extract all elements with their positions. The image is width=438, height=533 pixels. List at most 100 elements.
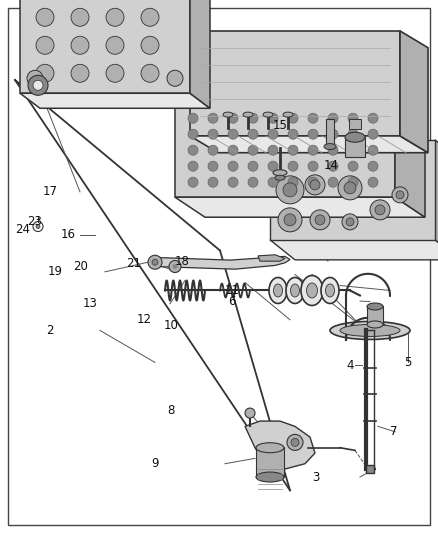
Circle shape <box>276 176 304 204</box>
Text: 6: 6 <box>228 295 236 308</box>
Ellipse shape <box>290 284 300 297</box>
Ellipse shape <box>275 175 285 180</box>
Circle shape <box>36 36 54 54</box>
Circle shape <box>308 129 318 139</box>
Circle shape <box>208 145 218 155</box>
Text: 11: 11 <box>225 284 240 297</box>
Polygon shape <box>245 421 315 469</box>
Polygon shape <box>190 0 210 108</box>
Circle shape <box>310 180 320 190</box>
Circle shape <box>208 177 218 187</box>
Circle shape <box>348 113 358 123</box>
Circle shape <box>344 182 356 194</box>
Circle shape <box>248 161 258 171</box>
Ellipse shape <box>307 283 318 298</box>
Circle shape <box>208 129 218 139</box>
Circle shape <box>71 9 89 26</box>
Circle shape <box>268 177 278 187</box>
Circle shape <box>278 208 302 232</box>
Circle shape <box>228 177 238 187</box>
Ellipse shape <box>283 112 293 117</box>
Text: 9: 9 <box>152 457 159 470</box>
Circle shape <box>368 129 378 139</box>
Circle shape <box>348 129 358 139</box>
Circle shape <box>310 210 330 230</box>
Circle shape <box>348 145 358 155</box>
Text: 18: 18 <box>174 255 189 268</box>
Circle shape <box>308 145 318 155</box>
Text: 4: 4 <box>346 359 354 372</box>
Ellipse shape <box>263 112 273 117</box>
Ellipse shape <box>367 321 383 328</box>
Circle shape <box>228 129 238 139</box>
Circle shape <box>375 205 385 215</box>
Circle shape <box>328 113 338 123</box>
Circle shape <box>328 161 338 171</box>
Circle shape <box>188 161 198 171</box>
Circle shape <box>268 113 278 123</box>
Circle shape <box>370 200 390 220</box>
Circle shape <box>268 161 278 171</box>
Circle shape <box>287 434 303 450</box>
Circle shape <box>173 264 177 269</box>
Circle shape <box>27 70 43 86</box>
Circle shape <box>368 113 378 123</box>
Circle shape <box>36 9 54 26</box>
Circle shape <box>368 145 378 155</box>
Bar <box>349 119 361 129</box>
Ellipse shape <box>286 278 304 303</box>
Circle shape <box>71 64 89 82</box>
Ellipse shape <box>273 284 283 297</box>
Circle shape <box>248 177 258 187</box>
Circle shape <box>228 145 238 155</box>
Text: 23: 23 <box>28 215 42 228</box>
Polygon shape <box>20 93 210 108</box>
Text: 24: 24 <box>15 223 30 236</box>
Circle shape <box>188 177 198 187</box>
Text: 14: 14 <box>323 159 338 172</box>
Circle shape <box>228 113 238 123</box>
Ellipse shape <box>301 276 323 305</box>
Polygon shape <box>400 31 428 153</box>
Circle shape <box>248 129 258 139</box>
Circle shape <box>248 145 258 155</box>
Circle shape <box>288 177 298 187</box>
Ellipse shape <box>367 303 383 310</box>
Ellipse shape <box>340 325 400 336</box>
Circle shape <box>71 36 89 54</box>
Ellipse shape <box>345 132 365 142</box>
Circle shape <box>28 75 48 95</box>
Polygon shape <box>190 136 428 153</box>
Ellipse shape <box>256 472 284 482</box>
Text: 10: 10 <box>163 319 178 332</box>
Ellipse shape <box>325 284 335 297</box>
Circle shape <box>141 9 159 26</box>
Circle shape <box>328 129 338 139</box>
Circle shape <box>338 176 362 200</box>
Circle shape <box>208 161 218 171</box>
Circle shape <box>288 113 298 123</box>
Circle shape <box>348 161 358 171</box>
Text: 5: 5 <box>404 356 411 369</box>
Text: 15: 15 <box>273 119 288 132</box>
Circle shape <box>152 259 158 265</box>
Circle shape <box>268 145 278 155</box>
Bar <box>256 447 284 477</box>
Polygon shape <box>395 102 425 217</box>
Polygon shape <box>270 240 438 260</box>
Ellipse shape <box>256 443 284 453</box>
Text: 13: 13 <box>82 297 97 310</box>
Text: 12: 12 <box>137 313 152 326</box>
Text: 17: 17 <box>43 185 58 198</box>
Circle shape <box>148 255 162 269</box>
Circle shape <box>308 161 318 171</box>
Text: 19: 19 <box>47 265 62 278</box>
Circle shape <box>342 214 358 230</box>
Polygon shape <box>258 255 285 261</box>
Circle shape <box>328 145 338 155</box>
Ellipse shape <box>269 278 287 303</box>
Circle shape <box>36 224 40 229</box>
Circle shape <box>106 9 124 26</box>
Polygon shape <box>190 31 400 136</box>
Polygon shape <box>20 0 190 93</box>
